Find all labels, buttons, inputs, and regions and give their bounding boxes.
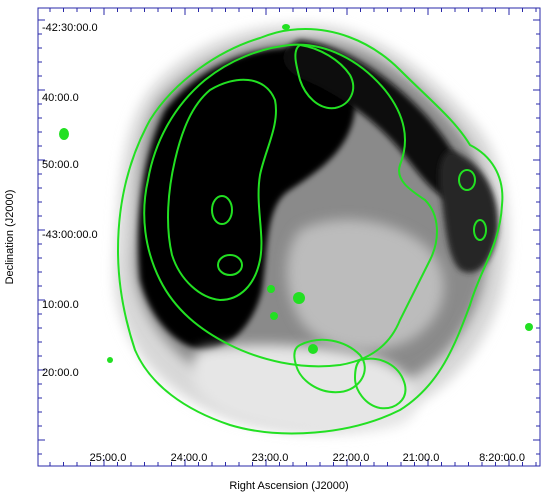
x-tick-label: 8:20:00.0	[479, 452, 525, 464]
x-tick-label: 25:00.0	[90, 452, 127, 464]
y-tick-label: -43:00:00.0	[42, 229, 98, 241]
y-tick-label: -42:30:00.0	[42, 22, 98, 34]
x-tick-label: 22:00.0	[333, 452, 370, 464]
x-axis-title: Right Ascension (J2000)	[229, 480, 348, 492]
y-tick-label: 10:00.0	[42, 299, 79, 311]
y-tick-label: 40:00.0	[42, 92, 79, 104]
x-tick-label: 21:00.0	[403, 452, 440, 464]
contour-overlay	[116, 28, 504, 435]
y-tick-labels: -42:30:00.0 40:00.0 50:00.0 -43:00:00.0 …	[42, 22, 98, 379]
contour-isolated-spots	[59, 24, 533, 363]
y-tick-label: 20:00.0	[42, 367, 79, 379]
y-axis-title: Declination (J2000)	[4, 190, 16, 285]
axis-ticks	[38, 8, 540, 466]
emission-image	[114, 24, 509, 434]
x-tick-label: 24:00.0	[171, 452, 208, 464]
y-tick-label: 50:00.0	[42, 159, 79, 171]
x-tick-labels: 25:00.0 24:00.0 23:00.0 22:00.0 21:00.0 …	[90, 452, 525, 464]
x-tick-label: 23:00.0	[252, 452, 289, 464]
plot-frame	[37, 7, 541, 467]
